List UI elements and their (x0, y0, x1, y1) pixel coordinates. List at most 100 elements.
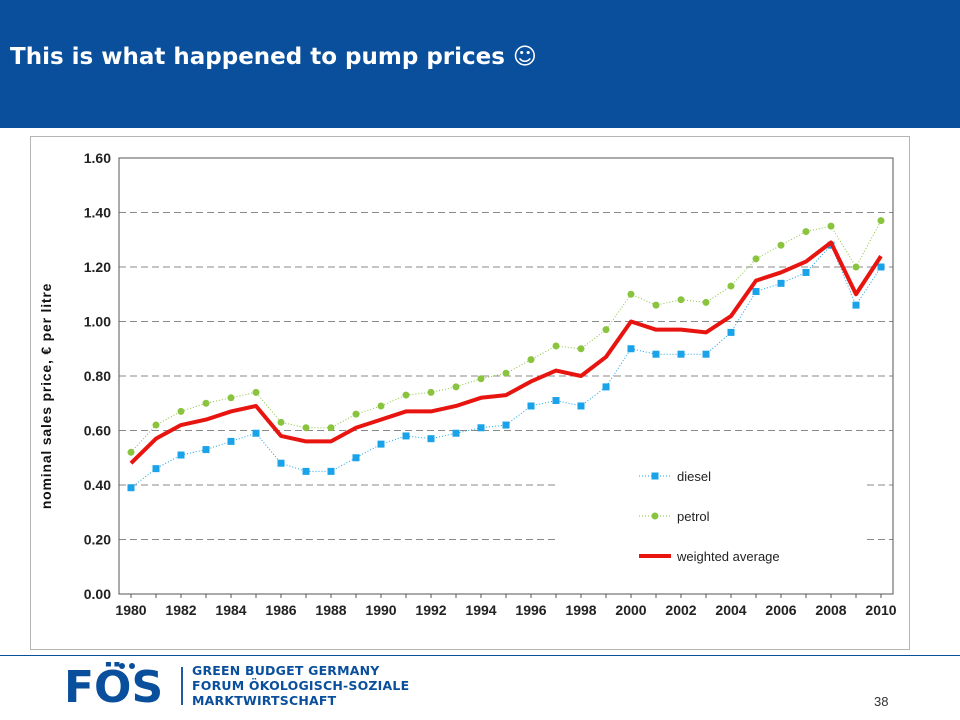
x-tick-label: 1994 (465, 602, 496, 618)
slide-title: This is what happened to pump prices ☺ (10, 44, 537, 70)
legend-label: weighted average (676, 549, 780, 564)
petrol-point (277, 418, 285, 426)
diesel-point (627, 345, 635, 353)
y-tick-label: 0.20 (84, 532, 111, 548)
petrol-point (502, 369, 510, 377)
legend-label: diesel (677, 469, 711, 484)
petrol-point (352, 410, 360, 418)
diesel-point (552, 397, 560, 405)
diesel-point (802, 268, 810, 276)
petrol-point (777, 241, 785, 249)
title-bar: This is what happened to pump prices ☺ (0, 0, 960, 128)
diesel-point (777, 279, 785, 287)
petrol-point (127, 448, 135, 456)
diesel-point (727, 328, 735, 336)
y-tick-label: 1.20 (84, 259, 111, 275)
diesel-point (327, 467, 335, 475)
organization-name: GREEN BUDGET GERMANY FORUM ÖKOLOGISCH-SO… (192, 663, 409, 708)
diesel-point (652, 350, 660, 358)
diesel-point (252, 429, 260, 437)
footer-logo-separator (181, 667, 183, 705)
petrol-point (852, 263, 860, 271)
petrol-point (702, 298, 710, 306)
series-line-weighted-average (129, 240, 883, 465)
x-tick-label: 2004 (715, 602, 746, 618)
petrol-point (477, 375, 485, 383)
diesel-point (577, 402, 585, 410)
legend-marker-diesel (651, 472, 659, 480)
petrol-point (302, 424, 310, 432)
petrol-point (402, 391, 410, 399)
y-tick-label: 0.60 (84, 423, 111, 439)
x-tick-label: 2008 (815, 602, 846, 618)
org-line-2: FORUM ÖKOLOGISCH-SOZIALE (192, 678, 410, 693)
diesel-point (352, 454, 360, 462)
petrol-point (727, 282, 735, 290)
footer-divider (0, 655, 960, 656)
diesel-point (602, 383, 610, 391)
diesel-point (202, 446, 210, 454)
petrol-point (327, 424, 335, 432)
petrol-point (627, 290, 635, 298)
petrol-point (427, 388, 435, 396)
diesel-point (277, 459, 285, 467)
logo-umlaut-dot (119, 663, 125, 669)
legend-label: petrol (677, 509, 710, 524)
x-tick-label: 1998 (565, 602, 596, 618)
diesel-point (752, 288, 760, 296)
diesel-point (377, 440, 385, 448)
diesel-point (427, 435, 435, 443)
legend-marker-petrol (651, 512, 659, 520)
legend-box (559, 462, 863, 570)
org-line-3: MARKTWIRTSCHAFT (192, 693, 337, 708)
x-tick-label: 1986 (265, 602, 296, 618)
diesel-point (702, 350, 710, 358)
y-tick-label: 1.60 (84, 150, 111, 166)
petrol-point (177, 407, 185, 415)
petrol-point (802, 228, 810, 236)
x-tick-label: 2010 (865, 602, 896, 618)
diesel-point (127, 484, 135, 492)
diesel-point (502, 421, 510, 429)
petrol-point (377, 402, 385, 410)
x-tick-label: 1990 (365, 602, 396, 618)
x-tick-label: 2006 (765, 602, 796, 618)
diesel-point (402, 432, 410, 440)
petrol-point (527, 356, 535, 364)
petrol-point (227, 394, 235, 402)
logo-text: FÖS (64, 662, 163, 708)
petrol-point (877, 217, 885, 225)
y-tick-label: 1.40 (84, 205, 111, 221)
x-tick-label: 1988 (315, 602, 346, 618)
diesel-point (527, 402, 535, 410)
x-tick-label: 1992 (415, 602, 446, 618)
y-tick-label: 0.00 (84, 586, 111, 602)
petrol-point (677, 296, 685, 304)
diesel-point (477, 424, 485, 432)
diesel-point (452, 429, 460, 437)
x-tick-label: 1984 (215, 602, 246, 618)
org-line-1: GREEN BUDGET GERMANY (192, 663, 380, 678)
y-tick-label: 0.40 (84, 477, 111, 493)
petrol-point (252, 388, 260, 396)
diesel-point (302, 467, 310, 475)
diesel-point (877, 263, 885, 271)
fos-logo: FÖS (64, 662, 163, 708)
petrol-point (652, 301, 660, 309)
petrol-point (202, 399, 210, 407)
series-line-petrol (130, 220, 882, 453)
x-tick-label: 1982 (165, 602, 196, 618)
x-tick-label: 1996 (515, 602, 546, 618)
petrol-point (827, 222, 835, 230)
diesel-point (152, 465, 160, 473)
x-tick-label: 2000 (615, 602, 646, 618)
x-tick-label: 2002 (665, 602, 696, 618)
x-tick-label: 1980 (115, 602, 146, 618)
y-tick-label: 0.80 (84, 368, 111, 384)
diesel-point (177, 451, 185, 459)
logo-umlaut-dot (129, 663, 135, 669)
diesel-point (677, 350, 685, 358)
petrol-point (602, 326, 610, 334)
petrol-point (752, 255, 760, 263)
y-axis-label: nominal sales price, € per litre (38, 283, 54, 509)
